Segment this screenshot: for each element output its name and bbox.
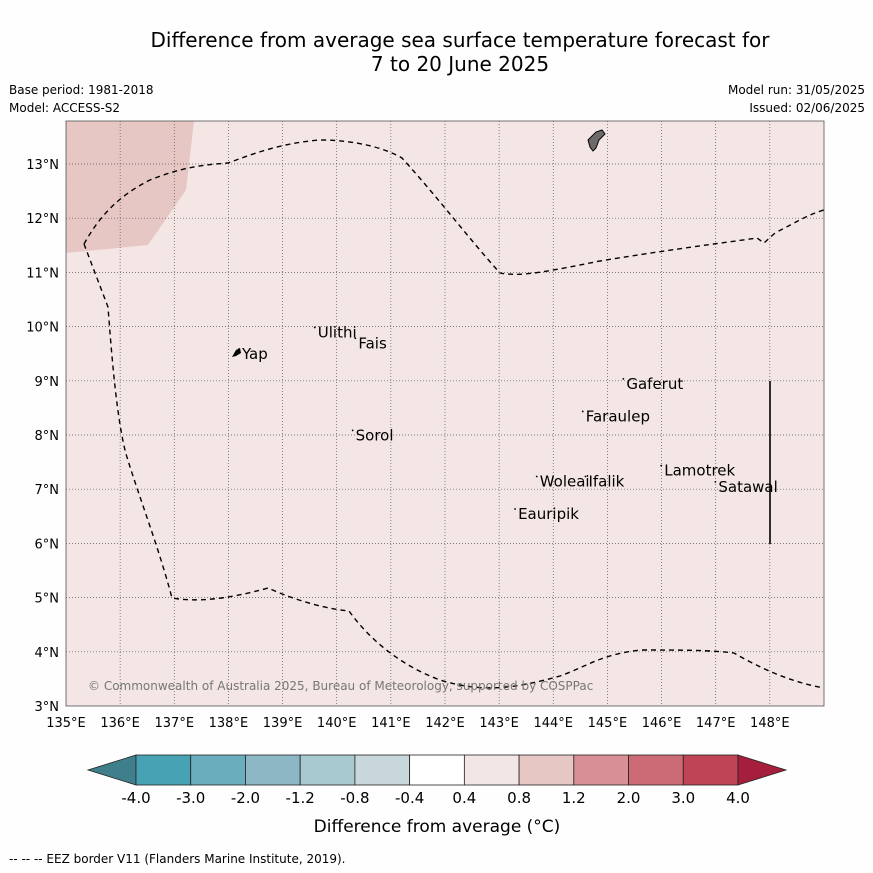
latitude-tick-labels: 3°N 4°N 5°N 6°N 7°N 8°N 9°N 10°N 11°N 12°N 13°N: [26, 158, 59, 715]
longitude-tick-label: 135°E: [46, 716, 86, 731]
colorbar-tick-label: 0.4: [452, 789, 476, 807]
place-marker: [622, 378, 625, 380]
longitude-tick-label: 141°E: [371, 716, 411, 731]
place-label-satawal: Satawal: [718, 478, 777, 496]
title-line-2: 7 to 20 June 2025: [370, 52, 550, 76]
latitude-tick-label: 3°N: [35, 700, 60, 715]
colorbar-tick-label: 4.0: [726, 789, 750, 807]
colorbar-tick-label: -3.0: [176, 789, 205, 807]
place-label-woleai: Woleai: [540, 472, 590, 490]
colorbar-bin: [245, 754, 301, 786]
longitude-tick-label: 137°E: [155, 716, 195, 731]
longitude-tick-labels: 135°E 136°E 137°E 138°E 139°E 140°E 141°E 142°E…: [46, 716, 789, 731]
colorbar-tick-label: -1.2: [286, 789, 315, 807]
colorbar-bin: [518, 754, 575, 786]
anomaly-patch: [66, 121, 194, 253]
latitude-tick-label: 9°N: [35, 375, 60, 390]
longitude-tick-label: 146°E: [642, 716, 682, 731]
longitude-tick-label: 145°E: [588, 716, 628, 731]
colorbar-bin: [190, 754, 246, 786]
colorbar-tick-label: -0.4: [395, 789, 424, 807]
place-label-sorol: Sorol: [356, 426, 394, 444]
longitude-tick-label: 147°E: [696, 716, 736, 731]
longitude-tick-label: 136°E: [100, 716, 140, 731]
meta-right: Model run: 31/05/2025 Issued: 02/06/2025: [728, 81, 865, 117]
copyright-text: © Commonwealth of Australia 2025, Bureau…: [88, 679, 593, 693]
place-label-faraulep: Faraulep: [586, 407, 650, 425]
colorbar-tick-label: 2.0: [617, 789, 641, 807]
latitude-tick-label: 11°N: [26, 266, 59, 281]
base-period: Base period: 1981-2018: [9, 83, 154, 97]
longitude-tick-label: 148°E: [750, 716, 790, 731]
issued-date: Issued: 02/06/2025: [749, 101, 865, 115]
meta-left: Base period: 1981-2018 Model: ACCESS-S2: [9, 81, 154, 117]
place-marker: [514, 508, 516, 510]
place-marker: [313, 326, 316, 329]
place-marker: [660, 464, 663, 467]
footer-note: -- -- -- EEZ border V11 (Flanders Marine…: [9, 852, 346, 866]
place-marker: [584, 475, 587, 478]
colorbar-bin: [409, 754, 465, 786]
guam-landmass: [587, 129, 606, 152]
longitude-tick-label: 142°E: [425, 716, 465, 731]
colorbar-bin: [354, 754, 411, 786]
longitude-tick-label: 140°E: [317, 716, 357, 731]
place-marker: [581, 410, 584, 413]
place-label-gaferut: Gaferut: [626, 375, 683, 393]
colorbar-tick-label: -4.0: [121, 789, 150, 807]
latitude-tick-label: 13°N: [26, 158, 59, 173]
map-frame: [65, 120, 825, 707]
longitude-tick-label: 144°E: [533, 716, 573, 731]
eez-border-line: [83, 139, 824, 689]
latitude-tick-label: 7°N: [35, 483, 60, 498]
colorbar-bin: [463, 754, 520, 786]
colorbar-tick-label: 0.8: [507, 789, 531, 807]
latitude-tick-label: 10°N: [26, 321, 59, 336]
colorbar-bin: [682, 754, 739, 786]
place-label-lamotrek: Lamotrek: [664, 462, 735, 480]
place-marker: [351, 429, 354, 432]
colorbar-bin: [299, 754, 356, 786]
colorbar: -4.0 -3.0 -2.0 -1.2 -0.8 -0.4 0.4 0.8 1.2 2.0 3.0 4…: [86, 754, 788, 807]
place-marker: [238, 348, 240, 351]
colorbar-tick-label: 1.2: [562, 789, 586, 807]
latitude-tick-label: 4°N: [35, 646, 60, 661]
yap-landmass: [232, 348, 241, 357]
place-label-ulithi: Ulithi: [318, 323, 357, 341]
place-label-yap: Yap: [241, 345, 268, 363]
colorbar-label: Difference from average (°C): [314, 817, 561, 837]
longitude-tick-label: 138°E: [209, 716, 249, 731]
place-label-ifalik: Ifalik: [588, 472, 624, 490]
longitude-tick-label: 139°E: [263, 716, 303, 731]
place-label-eauripik: Eauripik: [518, 505, 579, 523]
model-run: Model run: 31/05/2025: [727, 83, 865, 97]
colorbar-bin: [628, 754, 684, 786]
colorbar-extend-high: [737, 754, 788, 786]
title-line-1: Difference from average sea surface temp…: [150, 28, 770, 52]
map-title: Difference from average sea surface temp…: [60, 28, 860, 76]
colorbar-bin: [573, 754, 629, 786]
latitude-tick-label: 12°N: [26, 212, 59, 227]
colorbar-extend-low: [86, 754, 137, 786]
gridlines: [66, 121, 824, 706]
colorbar-tick-label: -2.0: [231, 789, 260, 807]
place-marker: [714, 481, 717, 483]
latitude-tick-label: 8°N: [35, 429, 60, 444]
latitude-tick-label: 5°N: [35, 592, 60, 607]
place-label-fais: Fais: [358, 334, 387, 352]
colorbar-bin: [135, 754, 192, 786]
model-name: Model: ACCESS-S2: [9, 101, 121, 115]
place-marker: [535, 475, 538, 478]
longitude-tick-label: 143°E: [479, 716, 519, 731]
latitude-tick-label: 6°N: [35, 537, 60, 552]
colorbar-tick-label: 3.0: [671, 789, 695, 807]
place-marker: [354, 337, 357, 340]
colorbar-tick-label: -0.8: [340, 789, 369, 807]
